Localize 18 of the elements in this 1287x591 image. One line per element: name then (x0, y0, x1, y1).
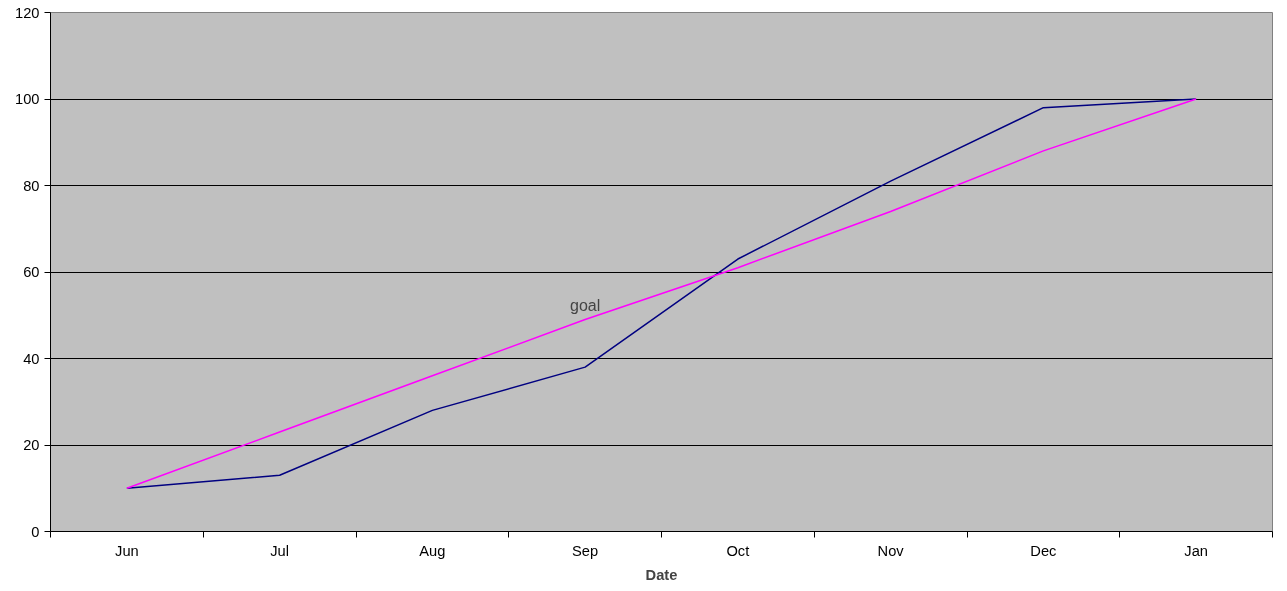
y-tick-label: 120 (15, 4, 40, 21)
y-tick-label: 100 (15, 91, 40, 107)
y-tick-label: 20 (23, 437, 40, 453)
x-tick-label: Sep (572, 542, 599, 559)
y-tick-label: 40 (23, 350, 40, 367)
x-tick-label: Jan (1184, 542, 1208, 559)
x-tick-label: Nov (877, 542, 905, 559)
x-tick-label: Jul (270, 542, 290, 559)
y-tick-label: 0 (31, 523, 40, 540)
annotation: goal (570, 296, 601, 314)
x-axis-title: Date (645, 566, 678, 583)
line-series (126, 98, 1197, 489)
x-tick-label: Aug (419, 542, 446, 559)
x-tick-label: Oct (726, 542, 750, 559)
x-tick-label: Jun (115, 542, 139, 559)
x-tick-label: Dec (1030, 542, 1057, 559)
y-tick-label: 60 (23, 264, 40, 280)
y-tick-label: 80 (23, 177, 40, 194)
